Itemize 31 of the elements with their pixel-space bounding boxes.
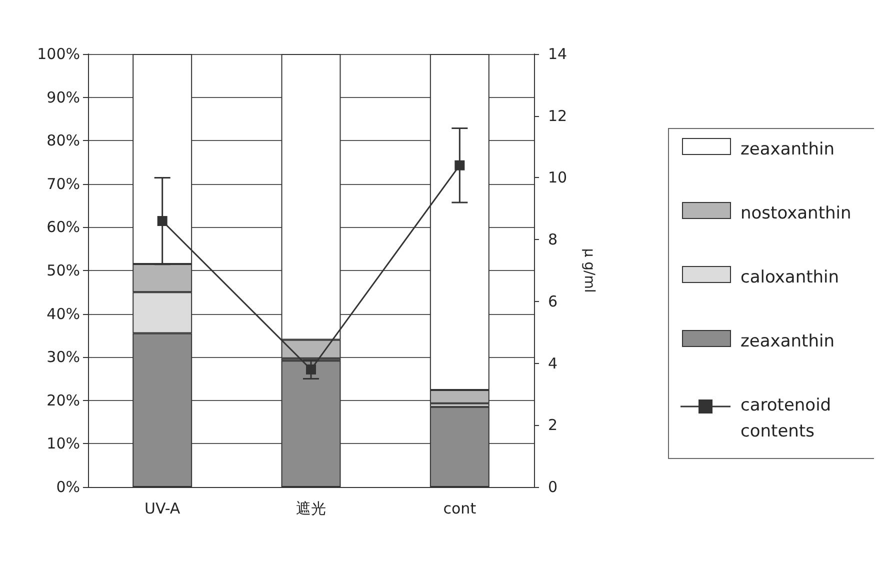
legend-label: caloxanthin xyxy=(740,268,840,288)
y2-tick-label: 4 xyxy=(548,354,558,372)
y2-tick-label: 10 xyxy=(548,168,568,187)
y-tick-label: 60% xyxy=(46,218,80,236)
legend-label: zeaxanthin xyxy=(740,140,834,160)
legend-label: zeaxanthin xyxy=(740,332,834,352)
y-tick-label: 10% xyxy=(46,434,80,453)
y-tick-label: 90% xyxy=(46,88,80,106)
legend-label: nostoxanthin xyxy=(740,204,852,224)
y2-tick-label: 12 xyxy=(548,106,568,125)
x-tick-label: cont xyxy=(443,500,476,518)
point xyxy=(306,364,316,374)
x-tick-label: UV-A xyxy=(144,500,181,518)
y2-tick-label: 8 xyxy=(548,230,558,249)
y-tick-label: 80% xyxy=(46,132,80,150)
y2-tick-label: 6 xyxy=(548,292,558,310)
y-tick-label: 40% xyxy=(46,304,80,323)
y2-tick-label: 14 xyxy=(548,45,568,63)
legend-label: carotenoid contents xyxy=(740,396,832,442)
x-tick-label: 遮光 xyxy=(296,500,326,518)
y2-tick-label: 0 xyxy=(548,478,558,496)
y-tick-label: 100% xyxy=(37,45,80,63)
y-tick-label: 20% xyxy=(46,391,80,410)
y-tick-label: 70% xyxy=(46,174,80,193)
y2-axis-title: μ g/ml xyxy=(581,248,597,293)
y-tick-label: 0% xyxy=(56,478,80,496)
point xyxy=(454,160,465,170)
y-tick-label: 50% xyxy=(46,262,80,280)
y-tick-label: 30% xyxy=(46,348,80,366)
y2-tick-label: 2 xyxy=(548,416,558,434)
point xyxy=(157,216,168,226)
